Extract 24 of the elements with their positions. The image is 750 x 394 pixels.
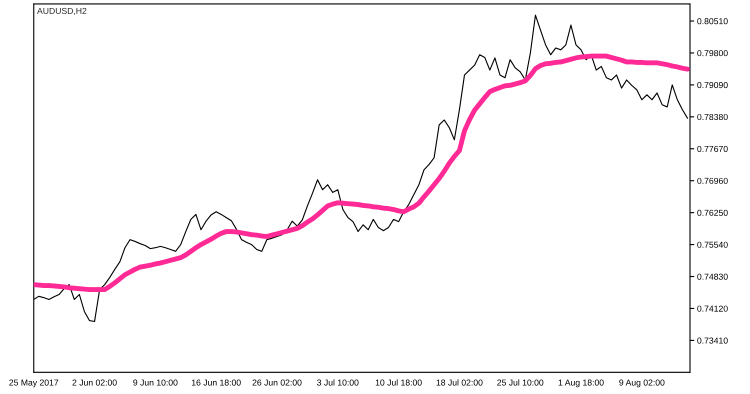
y-tick-label: 0.76250 <box>697 210 728 216</box>
x-tick-label: 25 Jul 10:00 <box>497 379 544 386</box>
x-tick-label: 9 Aug 02:00 <box>619 380 665 388</box>
x-tick-label: 26 Jun 02:00 <box>252 380 302 386</box>
y-tick-label: 0.74830 <box>697 274 728 280</box>
y-tick-label: 0.79800 <box>697 50 728 56</box>
x-tick-label: 25 May 2017 <box>9 380 58 388</box>
y-tick-label: 0.74120 <box>697 306 728 312</box>
x-tick-label: 16 Jun 18:00 <box>192 380 241 386</box>
x-tick-label: 2 Jun 02:00 <box>72 380 117 386</box>
x-tick-label: 10 Jul 18:00 <box>376 379 422 386</box>
y-tick-label: 0.77670 <box>697 146 728 152</box>
x-tick-label: 3 Jul 10:00 <box>317 379 359 386</box>
x-tick-label: 18 Jul 02:00 <box>436 379 483 386</box>
chart-title: AUDUSD,H2 <box>37 8 86 15</box>
y-tick-label: 0.78380 <box>697 114 728 120</box>
y-tick-label: 0.76960 <box>697 178 728 184</box>
y-tick-label: 0.75540 <box>697 242 728 248</box>
x-tick-label: 9 Jun 10:00 <box>133 380 178 386</box>
x-tick-label: 1 Aug 18:00 <box>558 380 604 388</box>
line-series <box>34 54 690 292</box>
y-tick-label: 0.79090 <box>697 82 728 88</box>
y-tick-label: 0.80510 <box>697 18 728 24</box>
y-tick-label: 0.73410 <box>697 338 728 344</box>
